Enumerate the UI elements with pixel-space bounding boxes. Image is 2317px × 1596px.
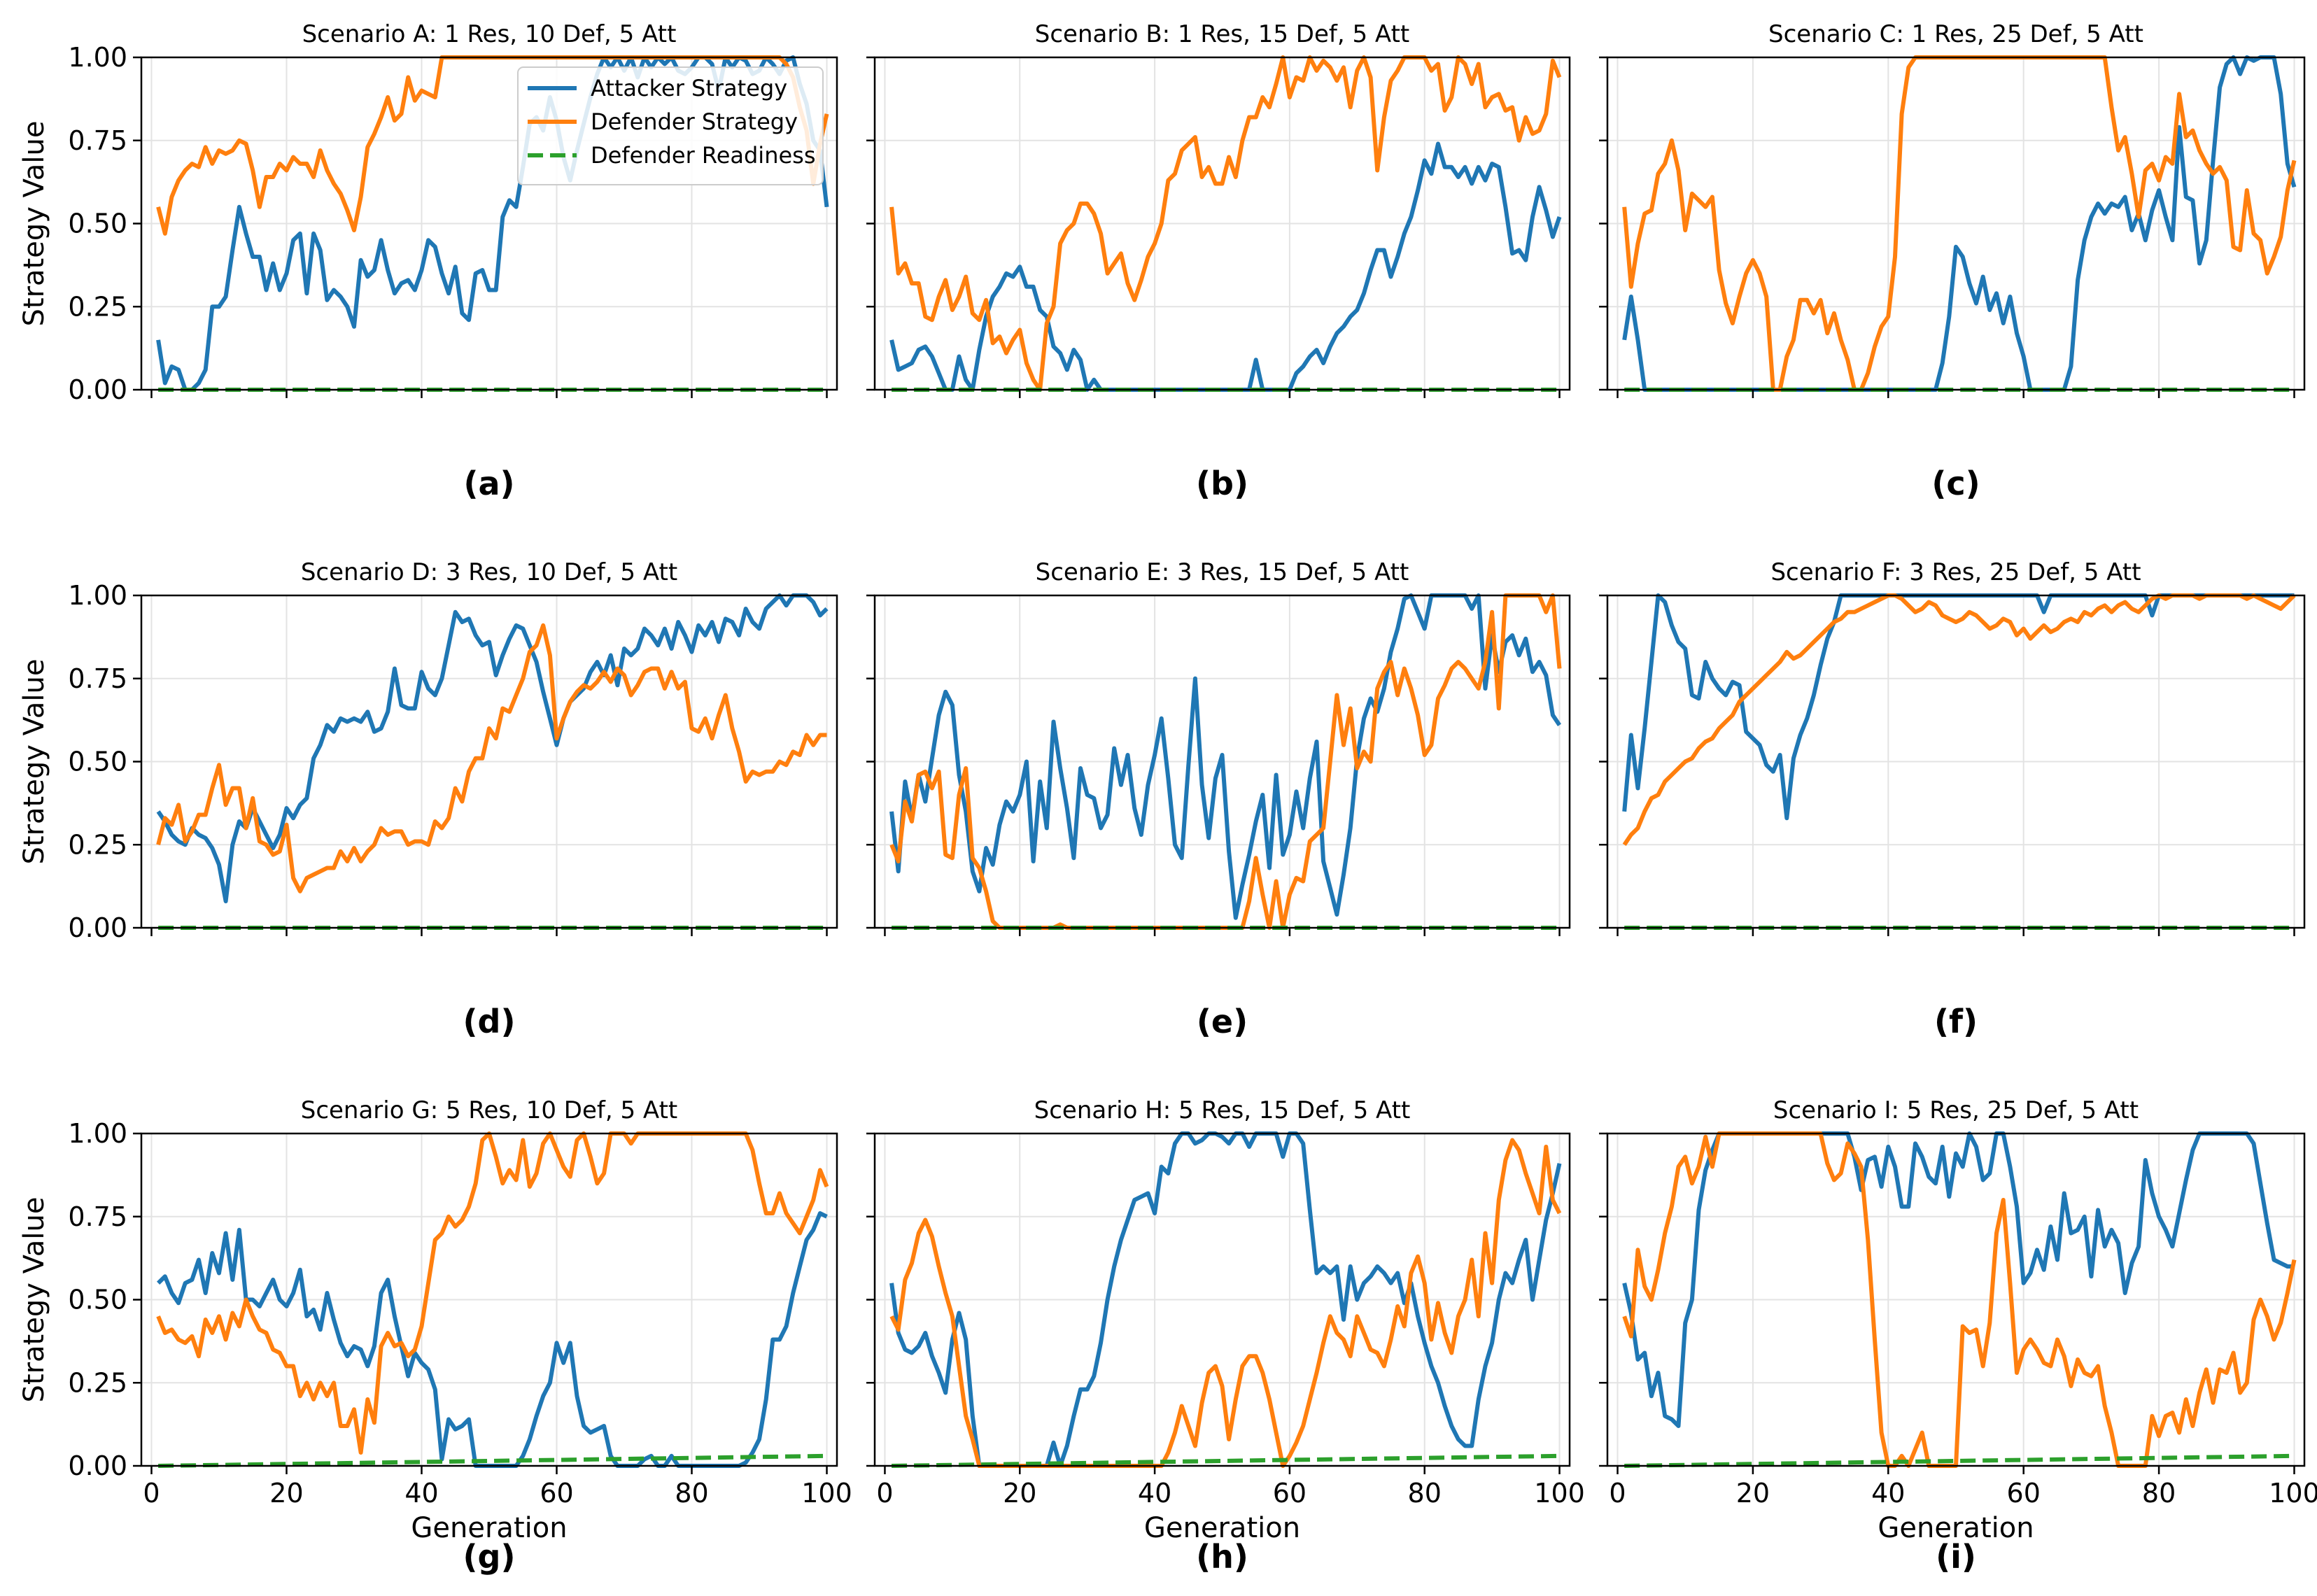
x-tick-label: 100 — [1534, 1478, 1585, 1509]
subplot-d: 0.00 0.25 0.50 0.75 1.00 Scenario D: 3 Res, 1… — [18, 558, 838, 1040]
subplot-title: Scenario A: 1 Res, 10 Def, 5 Att — [302, 20, 677, 48]
subplot-c: Scenario C: 1 Res, 25 Def, 5 Att (c) — [1599, 20, 2306, 502]
x-tick-label: 0 — [143, 1478, 160, 1509]
x-tick-label: 40 — [1138, 1478, 1171, 1509]
y-tick-label: 0.75 — [68, 1201, 127, 1232]
panel-label: (e) — [1197, 1003, 1248, 1040]
y-tick-label: 1.00 — [68, 580, 127, 611]
panel-label: (g) — [463, 1538, 516, 1576]
y-tick-label: 0.75 — [68, 663, 127, 694]
y-tick-label: 0.50 — [68, 1285, 127, 1315]
x-tick-label: 80 — [675, 1478, 708, 1509]
series-defender-readiness — [1624, 1453, 2295, 1468]
legend-entry: Attacker Strategy — [591, 75, 787, 101]
subplot-title: Scenario H: 5 Res, 15 Def, 5 Att — [1034, 1096, 1411, 1124]
panel-label: (b) — [1196, 465, 1248, 502]
panel-label: (h) — [1196, 1538, 1248, 1576]
panel-label: (c) — [1931, 465, 1980, 502]
y-axis-label: Strategy Value — [18, 659, 50, 865]
series-attacker-strategy — [1622, 593, 2295, 821]
y-tick-label: 0.00 — [68, 1450, 127, 1481]
subplot-b: Scenario B: 1 Res, 15 Def, 5 Att (b) — [866, 20, 1571, 502]
y-tick-label: 0.25 — [68, 829, 127, 860]
subplot-title: Scenario C: 1 Res, 25 Def, 5 Att — [1768, 20, 2143, 48]
legend-box — [517, 66, 824, 185]
legend-entry: Defender Readiness — [591, 142, 816, 169]
series-attacker-strategy — [156, 593, 829, 903]
y-tick-label: 0.25 — [68, 1367, 127, 1398]
series-defender-readiness — [892, 1453, 1560, 1468]
subplot-title: Scenario B: 1 Res, 15 Def, 5 Att — [1035, 20, 1410, 48]
series-defender-strategy — [1622, 593, 2296, 846]
series-attacker-strategy — [889, 593, 1561, 920]
legend: Attacker Strategy Defender Strategy Defend… — [517, 66, 824, 185]
series-defender-strategy — [156, 623, 827, 894]
x-axis-label: Generation — [1144, 1512, 1300, 1544]
panel-label: (a) — [463, 465, 514, 502]
y-tick-label: 0.50 — [68, 747, 127, 777]
x-tick-label: 100 — [801, 1478, 852, 1509]
subplot-title: Scenario F: 3 Res, 25 Def, 5 Att — [1770, 558, 2141, 586]
subplot-f: Scenario F: 3 Res, 25 Def, 5 Att (f) — [1599, 558, 2306, 1040]
legend-entry: Defender Strategy — [591, 108, 798, 135]
y-tick-label: 0.50 — [68, 209, 127, 239]
subplot-a: 0.00 0.25 0.50 0.75 1.00 Scenario A: 1 Res, 1… — [18, 20, 838, 502]
series-defender-strategy — [156, 1131, 829, 1455]
subplot-title: Scenario D: 3 Res, 10 Def, 5 Att — [301, 558, 677, 586]
x-tick-label: 60 — [2007, 1478, 2041, 1509]
y-tick-label: 0.25 — [68, 291, 127, 322]
series-defender-strategy — [889, 1138, 1562, 1468]
x-tick-label: 80 — [2142, 1478, 2176, 1509]
series-defender-strategy — [889, 55, 1562, 392]
subplot-e: Scenario E: 3 Res, 15 Def, 5 Att (e) — [866, 558, 1571, 1040]
subplot-title: Scenario I: 5 Res, 25 Def, 5 Att — [1773, 1096, 2139, 1124]
subplot-title: Scenario E: 3 Res, 15 Def, 5 Att — [1036, 558, 1409, 586]
subplot-h: 0 20 40 60 80 100 Scenario H: 5 Res, 15 Def, 5… — [866, 1096, 1585, 1576]
x-axis-label: Generation — [1878, 1512, 2034, 1544]
subplot-title: Scenario G: 5 Res, 10 Def, 5 Att — [301, 1096, 678, 1124]
x-tick-label: 100 — [2269, 1478, 2317, 1509]
x-tick-label: 40 — [1871, 1478, 1905, 1509]
x-tick-label: 0 — [1609, 1478, 1626, 1509]
x-axis-label: Generation — [411, 1512, 567, 1544]
x-tick-label: 20 — [1736, 1478, 1770, 1509]
x-tick-label: 80 — [1408, 1478, 1442, 1509]
y-axis-label: Strategy Value — [18, 1197, 50, 1403]
panel-label: (d) — [463, 1003, 516, 1040]
panel-label: (f) — [1934, 1003, 1978, 1040]
x-tick-label: 40 — [404, 1478, 438, 1509]
x-tick-label: 60 — [540, 1478, 573, 1509]
y-tick-label: 1.00 — [68, 42, 127, 73]
y-tick-label: 1.00 — [68, 1118, 127, 1149]
y-axis-label: Strategy Value — [18, 121, 50, 327]
subplot-i: 0 20 40 60 80 100 Scenario I: 5 Res, 25 Def, 5… — [1599, 1096, 2317, 1576]
x-tick-label: 0 — [876, 1478, 893, 1509]
panel-label: (i) — [1936, 1538, 1976, 1576]
series-attacker-strategy — [157, 1211, 828, 1468]
series-attacker-strategy — [889, 141, 1562, 392]
y-tick-label: 0.00 — [68, 374, 127, 405]
x-tick-label: 20 — [269, 1478, 303, 1509]
y-tick-label: 0.75 — [68, 125, 127, 156]
subplot-g: 0 20 40 60 80 100 0.00 0.25 0.50 0.75 1.00 Scenario… — [18, 1096, 852, 1576]
y-tick-label: 0.00 — [68, 912, 127, 943]
x-tick-label: 20 — [1003, 1478, 1036, 1509]
x-tick-label: 60 — [1273, 1478, 1307, 1509]
